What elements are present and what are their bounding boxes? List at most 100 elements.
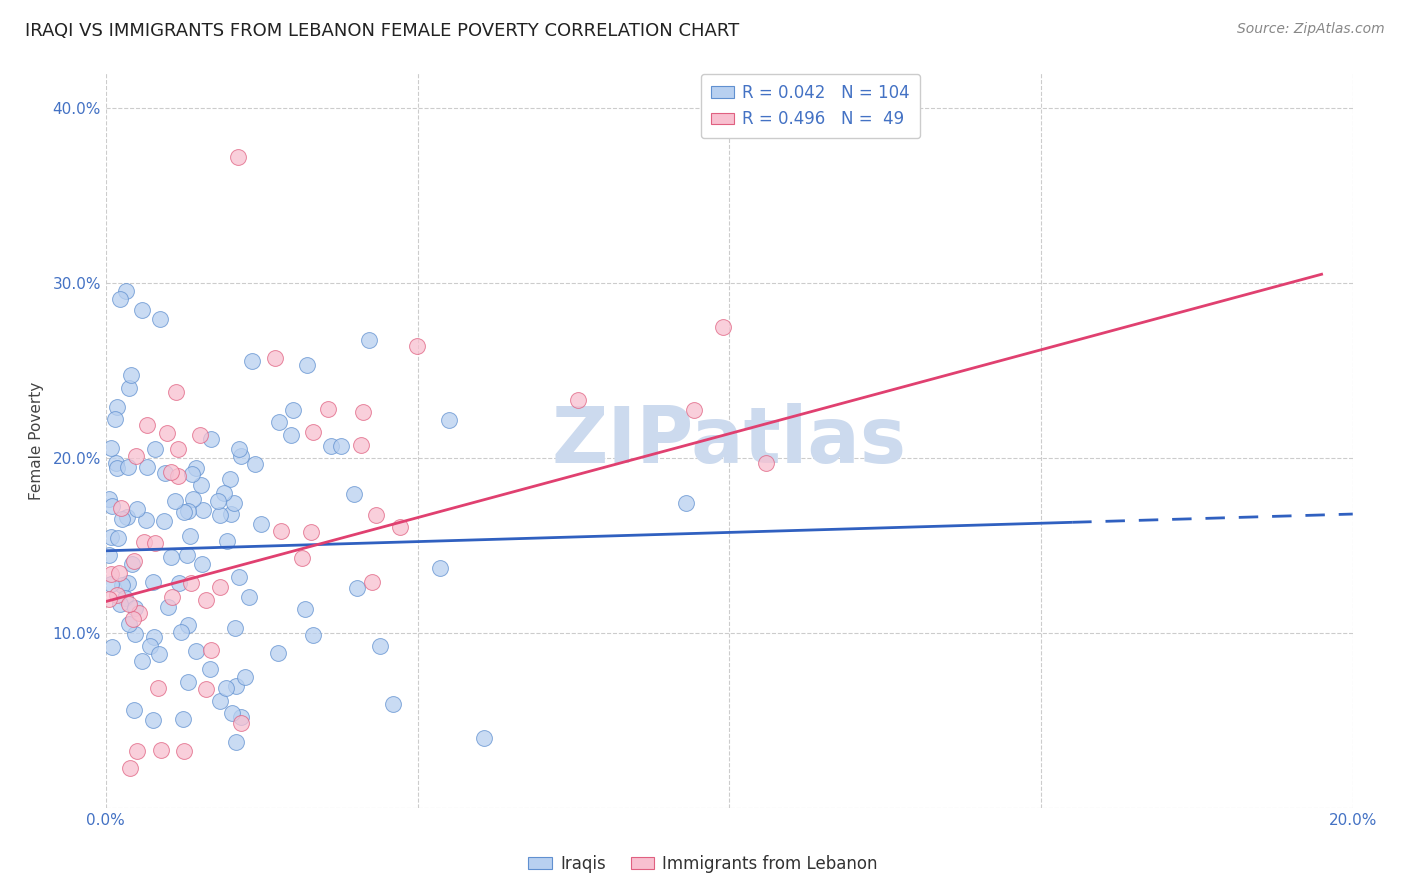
Point (132, 534, 155, 549)
Point (343, 487, 366, 501)
Point (120, 368, 142, 383)
Point (208, 694, 231, 708)
Point (122, 554, 145, 568)
Point (350, 438, 373, 452)
Legend: Iraqis, Immigrants from Lebanon: Iraqis, Immigrants from Lebanon (522, 848, 884, 880)
Point (104, 456, 127, 470)
Point (149, 312, 172, 326)
Text: ZIPatlas: ZIPatlas (551, 402, 907, 478)
Point (100, 441, 122, 455)
Point (472, 731, 495, 745)
Point (510, 812, 533, 826)
Point (368, 639, 391, 653)
Point (143, 536, 166, 550)
Point (125, 502, 148, 516)
Point (156, 426, 179, 441)
Point (122, 702, 145, 716)
Point (219, 472, 242, 486)
Point (173, 505, 195, 519)
Point (110, 500, 132, 515)
Point (152, 515, 174, 529)
Point (198, 662, 221, 676)
Point (128, 606, 150, 620)
Point (142, 574, 165, 589)
Point (352, 404, 374, 418)
Point (195, 593, 218, 607)
Point (240, 353, 263, 368)
Point (166, 442, 188, 456)
Point (142, 713, 165, 727)
Point (143, 631, 166, 645)
Point (172, 712, 194, 726)
Point (283, 403, 305, 417)
Point (100, 566, 122, 581)
Point (165, 384, 187, 399)
Point (160, 465, 183, 479)
Point (200, 643, 222, 657)
Point (388, 520, 411, 534)
Point (131, 303, 153, 318)
Point (165, 494, 187, 508)
Point (170, 624, 193, 639)
Point (98, 491, 121, 506)
Point (98, 592, 121, 607)
Point (319, 439, 342, 453)
Point (148, 648, 170, 662)
Point (156, 600, 179, 615)
Point (160, 550, 183, 565)
Point (208, 508, 231, 522)
Point (711, 320, 734, 334)
Point (104, 411, 127, 425)
Point (346, 582, 368, 596)
Point (219, 508, 242, 522)
Point (405, 339, 427, 353)
Point (291, 551, 314, 566)
Point (381, 697, 404, 711)
Point (150, 742, 173, 756)
Point (212, 486, 235, 500)
Point (176, 549, 198, 563)
Point (231, 710, 253, 724)
Point (115, 284, 138, 298)
Point (195, 682, 218, 697)
Point (249, 517, 271, 532)
Legend: R = 0.042   N = 104, R = 0.496   N =  49: R = 0.042 N = 104, R = 0.496 N = 49 (700, 74, 920, 138)
Point (224, 621, 246, 635)
Point (567, 393, 589, 408)
Point (228, 570, 250, 584)
Point (190, 477, 212, 491)
Point (302, 627, 325, 641)
Point (117, 576, 139, 591)
Point (330, 439, 353, 453)
Point (191, 558, 214, 572)
Point (135, 460, 157, 475)
Point (131, 654, 153, 668)
Point (104, 852, 127, 866)
Point (228, 442, 250, 456)
Point (294, 602, 316, 616)
Point (222, 495, 245, 509)
Text: IRAQI VS IMMIGRANTS FROM LEBANON FEMALE POVERTY CORRELATION CHART: IRAQI VS IMMIGRANTS FROM LEBANON FEMALE … (25, 22, 740, 40)
Point (139, 639, 162, 653)
Point (264, 351, 287, 365)
Point (297, 358, 319, 372)
Point (173, 744, 195, 758)
Point (188, 427, 211, 442)
Point (121, 557, 143, 571)
Point (100, 530, 122, 544)
Point (184, 644, 207, 658)
Point (155, 466, 177, 480)
Point (191, 502, 214, 516)
Point (100, 640, 122, 654)
Point (755, 456, 778, 470)
Point (299, 524, 322, 539)
Text: Source: ZipAtlas.com: Source: ZipAtlas.com (1237, 22, 1385, 37)
Point (221, 706, 243, 720)
Point (270, 524, 292, 538)
Point (127, 744, 149, 758)
Point (429, 561, 451, 575)
Point (148, 681, 170, 695)
Point (231, 450, 253, 464)
Point (180, 576, 202, 591)
Point (233, 670, 256, 684)
